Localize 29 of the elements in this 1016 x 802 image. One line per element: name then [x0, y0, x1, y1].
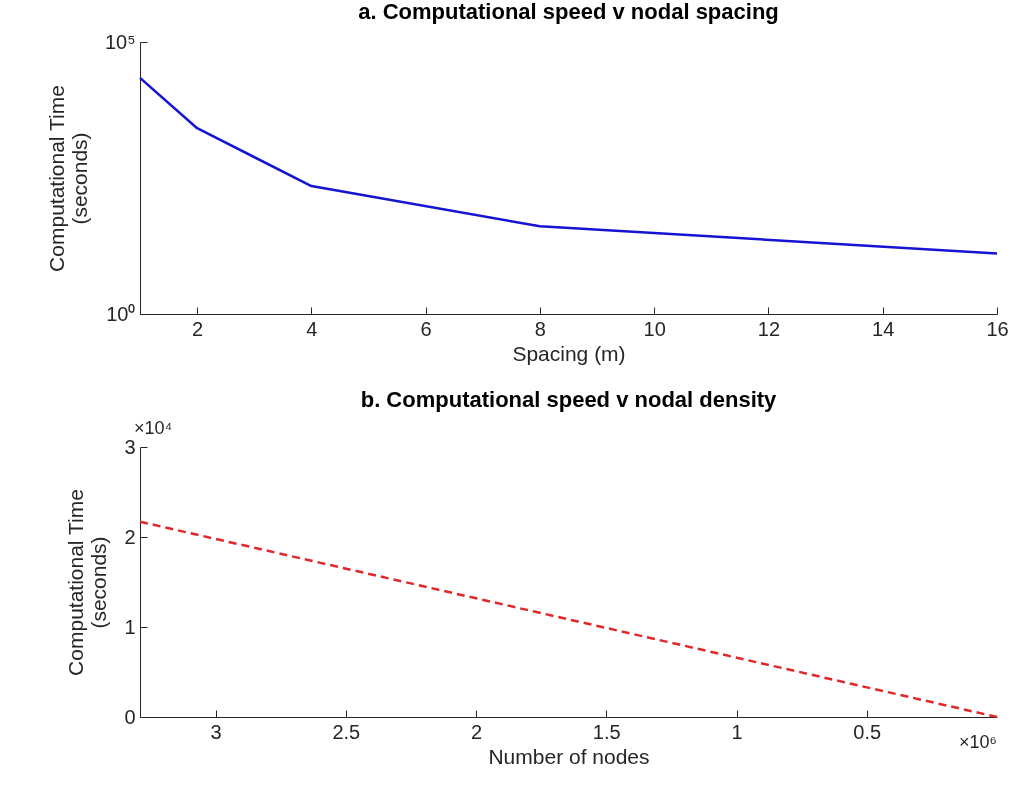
text: ×10⁶: [959, 732, 997, 752]
x-tick-label: 1.5: [592, 720, 621, 743]
x-tick-label: 4: [306, 317, 318, 340]
y-axis-title: Computational Time (seconds): [44, 85, 91, 272]
x-tick-label: 0.5: [853, 720, 882, 743]
x-tick-label: 2: [470, 720, 483, 743]
y-tick-label: 10⁰: [106, 302, 136, 325]
x-tick-label: 3: [210, 720, 222, 743]
text: ×10⁴: [134, 418, 173, 438]
y-tick-label: 10⁵: [104, 30, 136, 53]
x-tick-label: 1: [731, 720, 743, 743]
x-tick-label: 12: [757, 317, 781, 340]
x-tick-label: 10: [643, 317, 666, 340]
x-tick-label: 2: [192, 317, 204, 340]
x-tick-label: 14: [872, 317, 895, 340]
y-tick-label: 0: [124, 705, 136, 728]
chart-title: b. Computational speed v nodal density: [360, 387, 778, 412]
x-tick-label: 16: [986, 317, 1009, 340]
x-axis-title: Spacing (m): [512, 341, 626, 365]
y-tick-label: 3: [124, 435, 136, 458]
x-tick-label: 2.5: [332, 720, 361, 743]
y-axis-title: Computational Time (seconds): [64, 489, 111, 676]
x-tick-label: 8: [534, 317, 546, 340]
y-tick-label: 2: [124, 525, 136, 548]
chart-title: a. Computational speed v nodal spacing: [358, 0, 779, 24]
x-axis-title: Number of nodes: [488, 744, 650, 768]
line-series: [138, 76, 999, 255]
y-tick-label: 1: [124, 615, 136, 638]
x-tick-label: 6: [420, 317, 432, 340]
